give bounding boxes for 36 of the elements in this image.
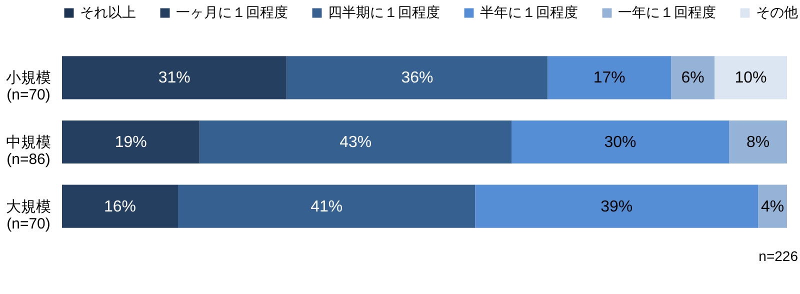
legend-label: 半年に１回程度 bbox=[480, 4, 578, 20]
data-label: 4% bbox=[760, 198, 784, 216]
bar bbox=[714, 56, 787, 100]
data-label: 8% bbox=[746, 134, 770, 151]
bar bbox=[729, 120, 787, 164]
bar bbox=[178, 184, 476, 228]
y-tick-label: 小規模 (n=70) bbox=[6, 70, 51, 104]
text: n=226 bbox=[758, 248, 798, 264]
bar bbox=[475, 184, 758, 228]
data-label: 41% bbox=[310, 198, 343, 216]
bar bbox=[548, 56, 671, 100]
bar bbox=[758, 184, 787, 228]
legend-label: その他 bbox=[756, 4, 798, 20]
data-label: 16% bbox=[104, 198, 136, 216]
y-tick-label: 中規模 (n=86) bbox=[6, 134, 51, 168]
data-label: 31% bbox=[158, 70, 190, 87]
bar bbox=[286, 56, 548, 100]
bar bbox=[62, 184, 178, 228]
bar bbox=[512, 120, 729, 164]
data-label: 43% bbox=[340, 134, 372, 151]
data-label: 30% bbox=[604, 134, 636, 151]
bar bbox=[62, 56, 287, 100]
bar bbox=[671, 56, 714, 100]
data-label: 36% bbox=[401, 70, 434, 87]
data-label: 39% bbox=[600, 198, 633, 216]
data-label: 19% bbox=[114, 134, 147, 151]
legend-label: 一年に１回程度 bbox=[618, 4, 716, 20]
data-label: 17% bbox=[593, 70, 626, 87]
y-tick-label: 大規模 (n=70) bbox=[6, 198, 51, 232]
data-label: 6% bbox=[681, 70, 704, 87]
legend-label: 一ヶ月に１回程度 bbox=[176, 4, 288, 20]
bar bbox=[200, 120, 512, 164]
legend-label: それ以上 bbox=[80, 4, 136, 20]
data-label: 10% bbox=[734, 70, 767, 87]
legend-label: 四半期に１回程度 bbox=[328, 4, 440, 20]
bar bbox=[62, 120, 200, 164]
